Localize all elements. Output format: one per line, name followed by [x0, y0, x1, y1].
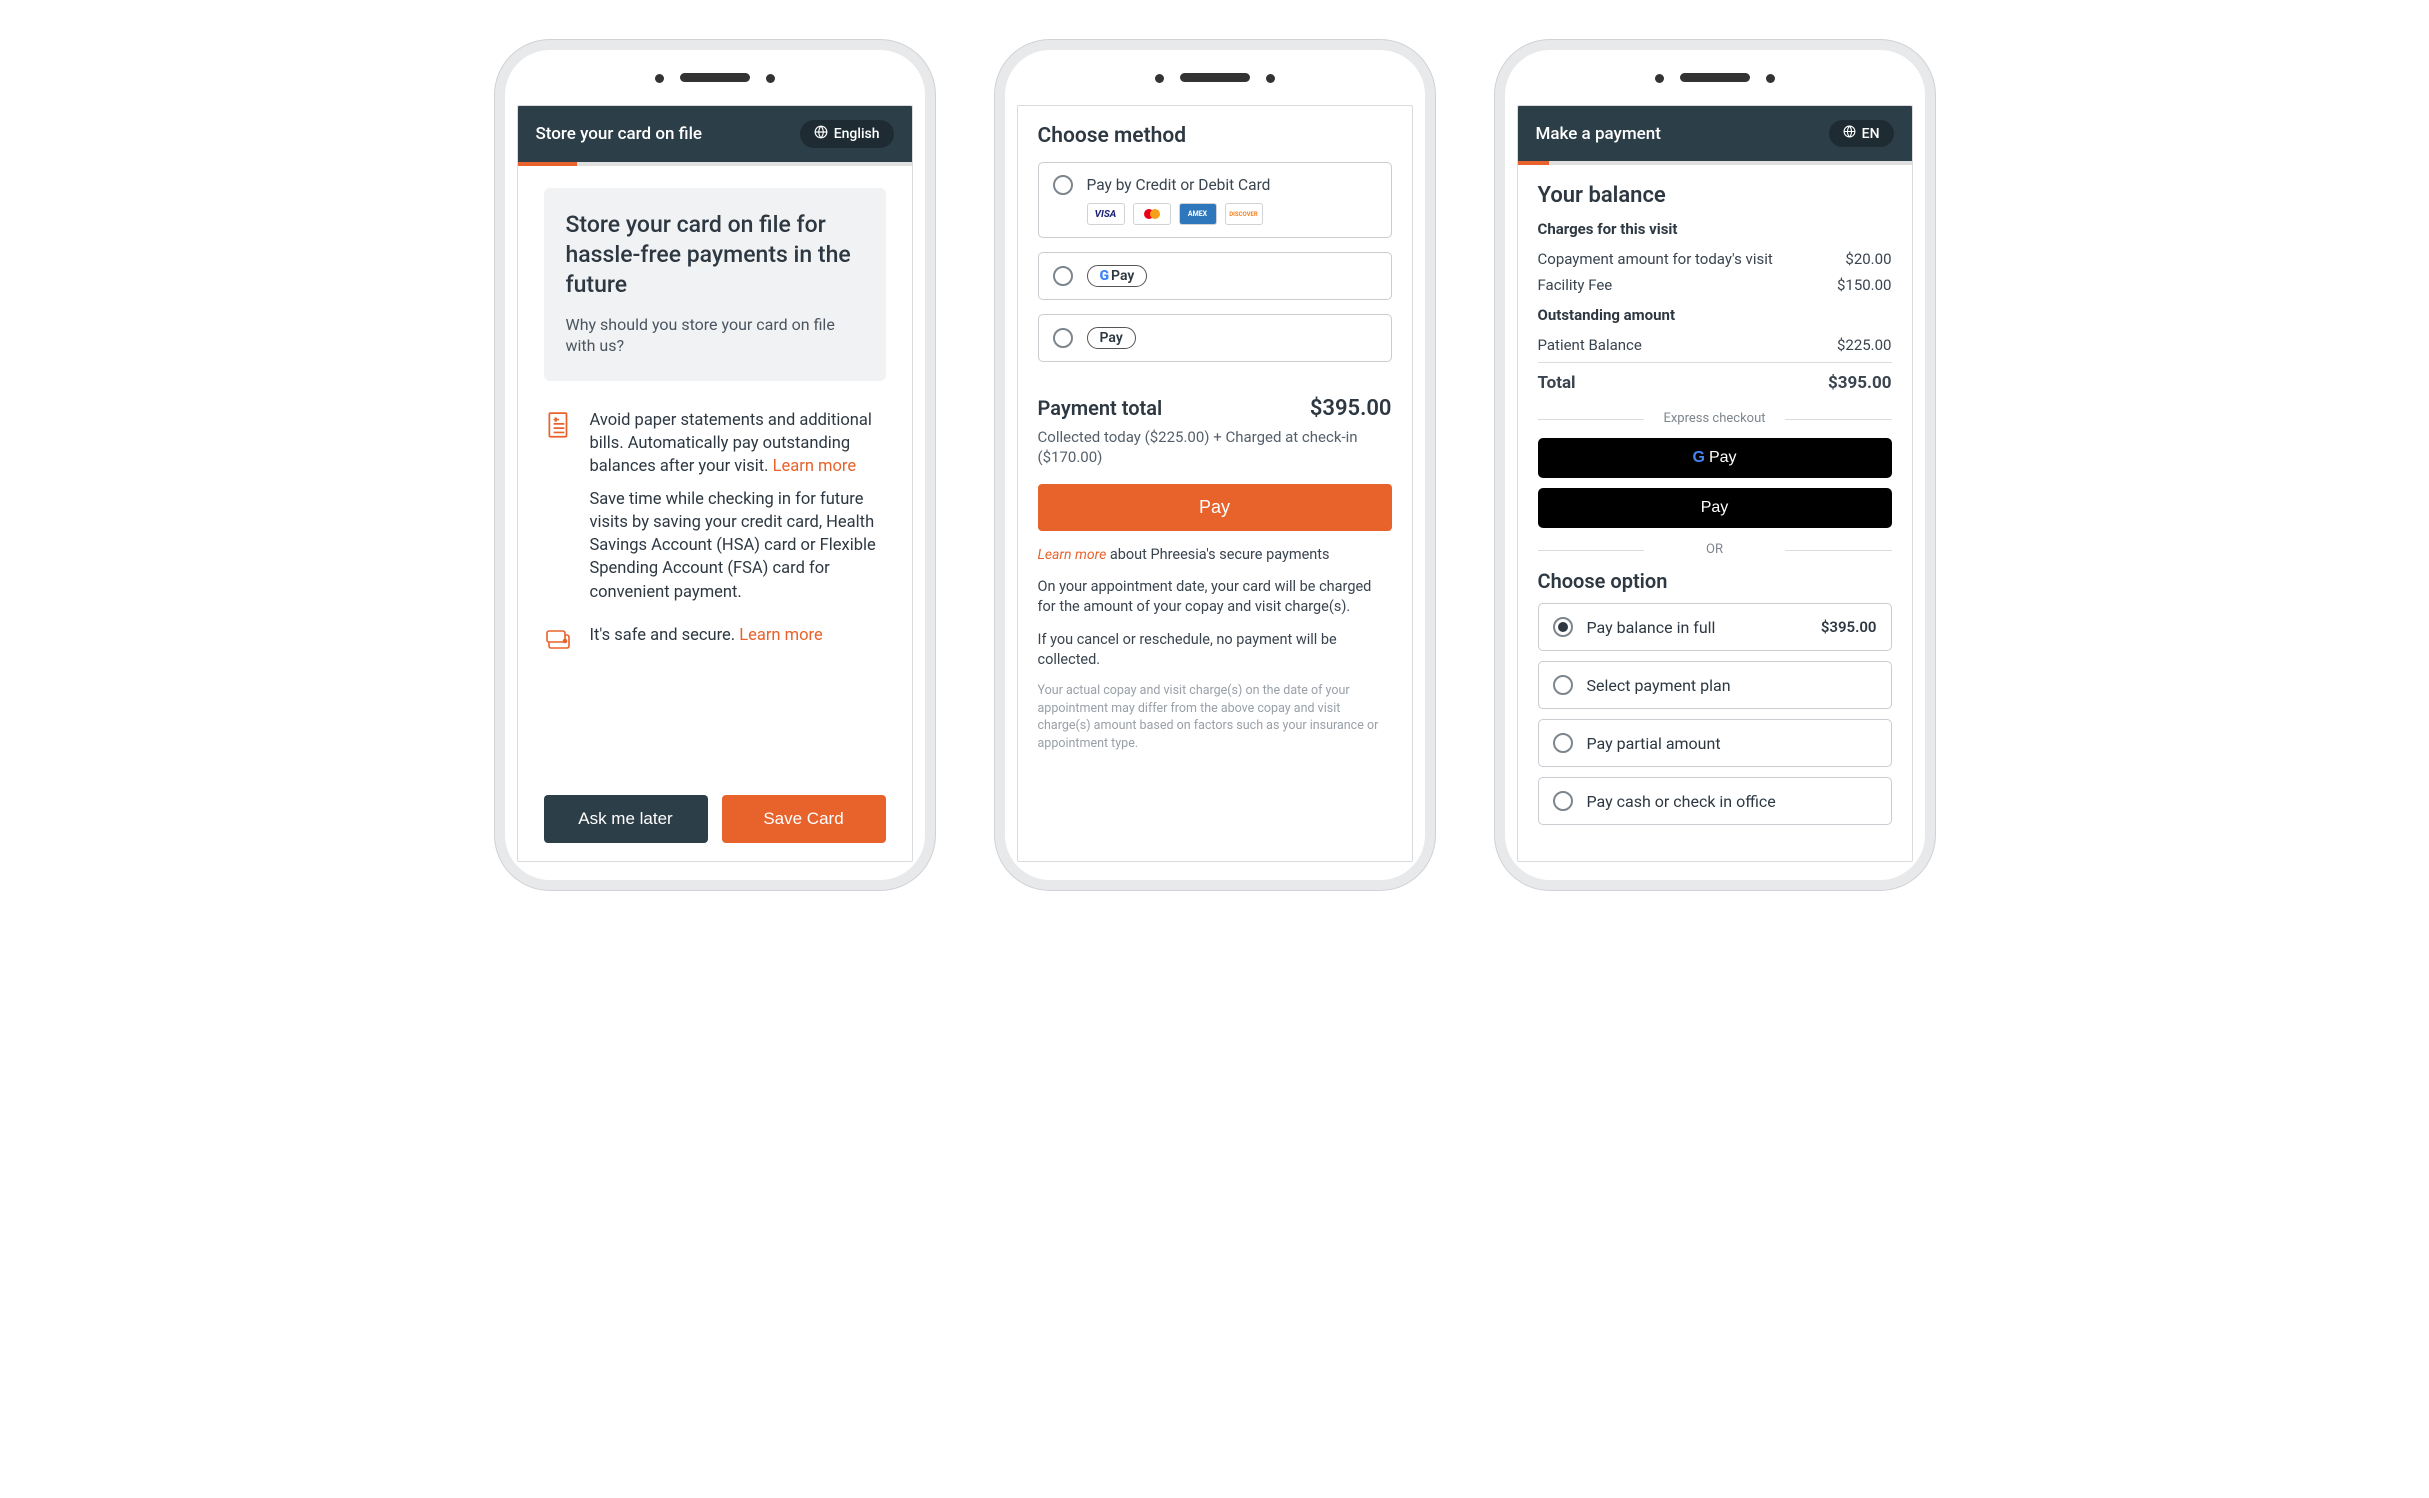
method-card-credit[interactable]: Pay by Credit or Debit Card VISA AMEX DI… [1038, 162, 1392, 238]
phone-mock-2: Choose method Pay by Credit or Debit Car… [995, 40, 1435, 890]
phone-hardware-top [1005, 50, 1425, 105]
choose-method-title: Choose method [1038, 124, 1392, 148]
app-header: Store your card on file English [518, 106, 912, 162]
or-divider: OR [1538, 542, 1892, 557]
screen-store-card: Store your card on file English Store yo… [517, 105, 913, 862]
option-label: Select payment plan [1587, 676, 1731, 695]
mastercard-icon [1133, 203, 1171, 225]
language-selector[interactable]: EN [1829, 120, 1894, 147]
intro-subtext: Why should you store your card on file w… [566, 314, 864, 357]
radio-icon [1053, 175, 1073, 195]
feature-item: It's safe and secure. Learn more [544, 624, 886, 652]
language-selector[interactable]: English [800, 120, 894, 148]
progress-bar [1518, 161, 1912, 165]
choose-option-title: Choose option [1538, 569, 1892, 593]
line-label: Copayment amount for today's visit [1538, 250, 1773, 268]
feature-text: It's safe and secure. Learn more [590, 624, 823, 652]
apple-pay-icon: Pay [1701, 499, 1729, 517]
line-amount: $150.00 [1837, 276, 1892, 294]
charges-heading: Charges for this visit [1538, 220, 1892, 238]
globe-icon [814, 125, 828, 143]
payment-option[interactable]: Pay cash or check in office [1538, 777, 1892, 825]
button-row: Ask me later Save Card [518, 795, 912, 861]
balance-section: Your balance Charges for this visit Copa… [1538, 183, 1892, 397]
globe-icon [1843, 125, 1856, 142]
method-label: Pay by Credit or Debit Card [1087, 176, 1271, 194]
cancel-note: If you cancel or reschedule, no payment … [1038, 630, 1392, 671]
payment-total-label: Payment total [1038, 396, 1163, 420]
phone-mock-1: Store your card on file English Store yo… [495, 40, 935, 890]
option-label: Pay balance in full [1587, 618, 1716, 637]
payment-option[interactable]: Pay balance in full $395.00 [1538, 603, 1892, 651]
payment-total-amount: $395.00 [1310, 396, 1392, 421]
wallet-icon [544, 624, 574, 652]
discover-icon: DISCOVER [1225, 203, 1263, 225]
gpay-icon: G Pay [1087, 265, 1148, 287]
option-amount: $395.00 [1821, 618, 1877, 636]
intro-card: Store your card on file for hassle-free … [544, 188, 886, 381]
card-brand-logos: VISA AMEX DISCOVER [1087, 203, 1263, 225]
document-icon [544, 409, 574, 604]
save-card-button[interactable]: Save Card [722, 795, 886, 843]
header-title: Make a payment [1536, 124, 1661, 144]
intro-heading: Store your card on file for hassle-free … [566, 210, 864, 300]
language-label: EN [1862, 126, 1880, 142]
screen-make-payment: Make a payment EN Your balance Charges f… [1517, 105, 1913, 862]
line-label: Patient Balance [1538, 336, 1642, 354]
balance-line: Patient Balance $225.00 [1538, 332, 1892, 358]
header-title: Store your card on file [536, 124, 703, 144]
feature-item: Avoid paper statements and additional bi… [544, 409, 886, 604]
fine-print: Your actual copay and visit charge(s) on… [1038, 682, 1392, 752]
radio-icon [1053, 266, 1073, 286]
learn-more-link[interactable]: Learn more [1038, 547, 1107, 563]
express-checkout-divider: Express checkout [1538, 411, 1892, 426]
radio-icon [1053, 328, 1073, 348]
content-area: Your balance Charges for this visit Copa… [1518, 165, 1912, 861]
line-amount: $225.00 [1837, 336, 1892, 354]
total-label: Total [1538, 373, 1576, 393]
ask-later-button[interactable]: Ask me later [544, 795, 708, 843]
charge-note: On your appointment date, your card will… [1038, 577, 1392, 618]
learn-more-link[interactable]: Learn more [773, 457, 856, 476]
line-amount: $20.00 [1845, 250, 1891, 268]
option-label: Pay cash or check in office [1587, 792, 1776, 811]
total-amount: $395.00 [1828, 373, 1891, 393]
phone-mock-3: Make a payment EN Your balance Charges f… [1495, 40, 1935, 890]
phone-hardware-top [1505, 50, 1925, 105]
radio-icon [1553, 733, 1573, 753]
apple-pay-icon: Pay [1087, 327, 1136, 349]
apple-pay-button[interactable]: Pay [1538, 488, 1892, 528]
secure-payments-note: Learn more about Phreesia's secure payme… [1038, 545, 1392, 566]
collected-breakdown: Collected today ($225.00) + Charged at c… [1038, 427, 1392, 468]
visa-icon: VISA [1087, 203, 1125, 225]
content-area: Choose method Pay by Credit or Debit Car… [1018, 106, 1412, 861]
payment-total-row: Payment total $395.00 [1038, 396, 1392, 421]
outstanding-heading: Outstanding amount [1538, 306, 1892, 324]
feature-text: Avoid paper statements and additional bi… [590, 409, 886, 604]
option-label: Pay partial amount [1587, 734, 1721, 753]
balance-title: Your balance [1538, 183, 1892, 208]
learn-more-link[interactable]: Learn more [739, 626, 822, 645]
payment-option[interactable]: Pay partial amount [1538, 719, 1892, 767]
line-label: Facility Fee [1538, 276, 1613, 294]
screen-choose-method: Choose method Pay by Credit or Debit Car… [1017, 105, 1413, 862]
radio-icon [1553, 791, 1573, 811]
radio-icon [1553, 675, 1573, 695]
phone-hardware-top [505, 50, 925, 105]
gpay-icon: G [1692, 449, 1704, 467]
balance-line: Facility Fee $150.00 [1538, 272, 1892, 298]
language-label: English [834, 126, 880, 142]
balance-line: Copayment amount for today's visit $20.00 [1538, 246, 1892, 272]
method-card-apay[interactable]: Pay [1038, 314, 1392, 362]
method-card-gpay[interactable]: G Pay [1038, 252, 1392, 300]
payment-option[interactable]: Select payment plan [1538, 661, 1892, 709]
total-row: Total $395.00 [1538, 362, 1892, 397]
app-header: Make a payment EN [1518, 106, 1912, 161]
pay-button[interactable]: Pay [1038, 484, 1392, 531]
amex-icon: AMEX [1179, 203, 1217, 225]
radio-icon [1553, 617, 1573, 637]
gpay-button[interactable]: G Pay [1538, 438, 1892, 478]
progress-bar [518, 162, 912, 166]
content-area: Store your card on file for hassle-free … [518, 166, 912, 795]
